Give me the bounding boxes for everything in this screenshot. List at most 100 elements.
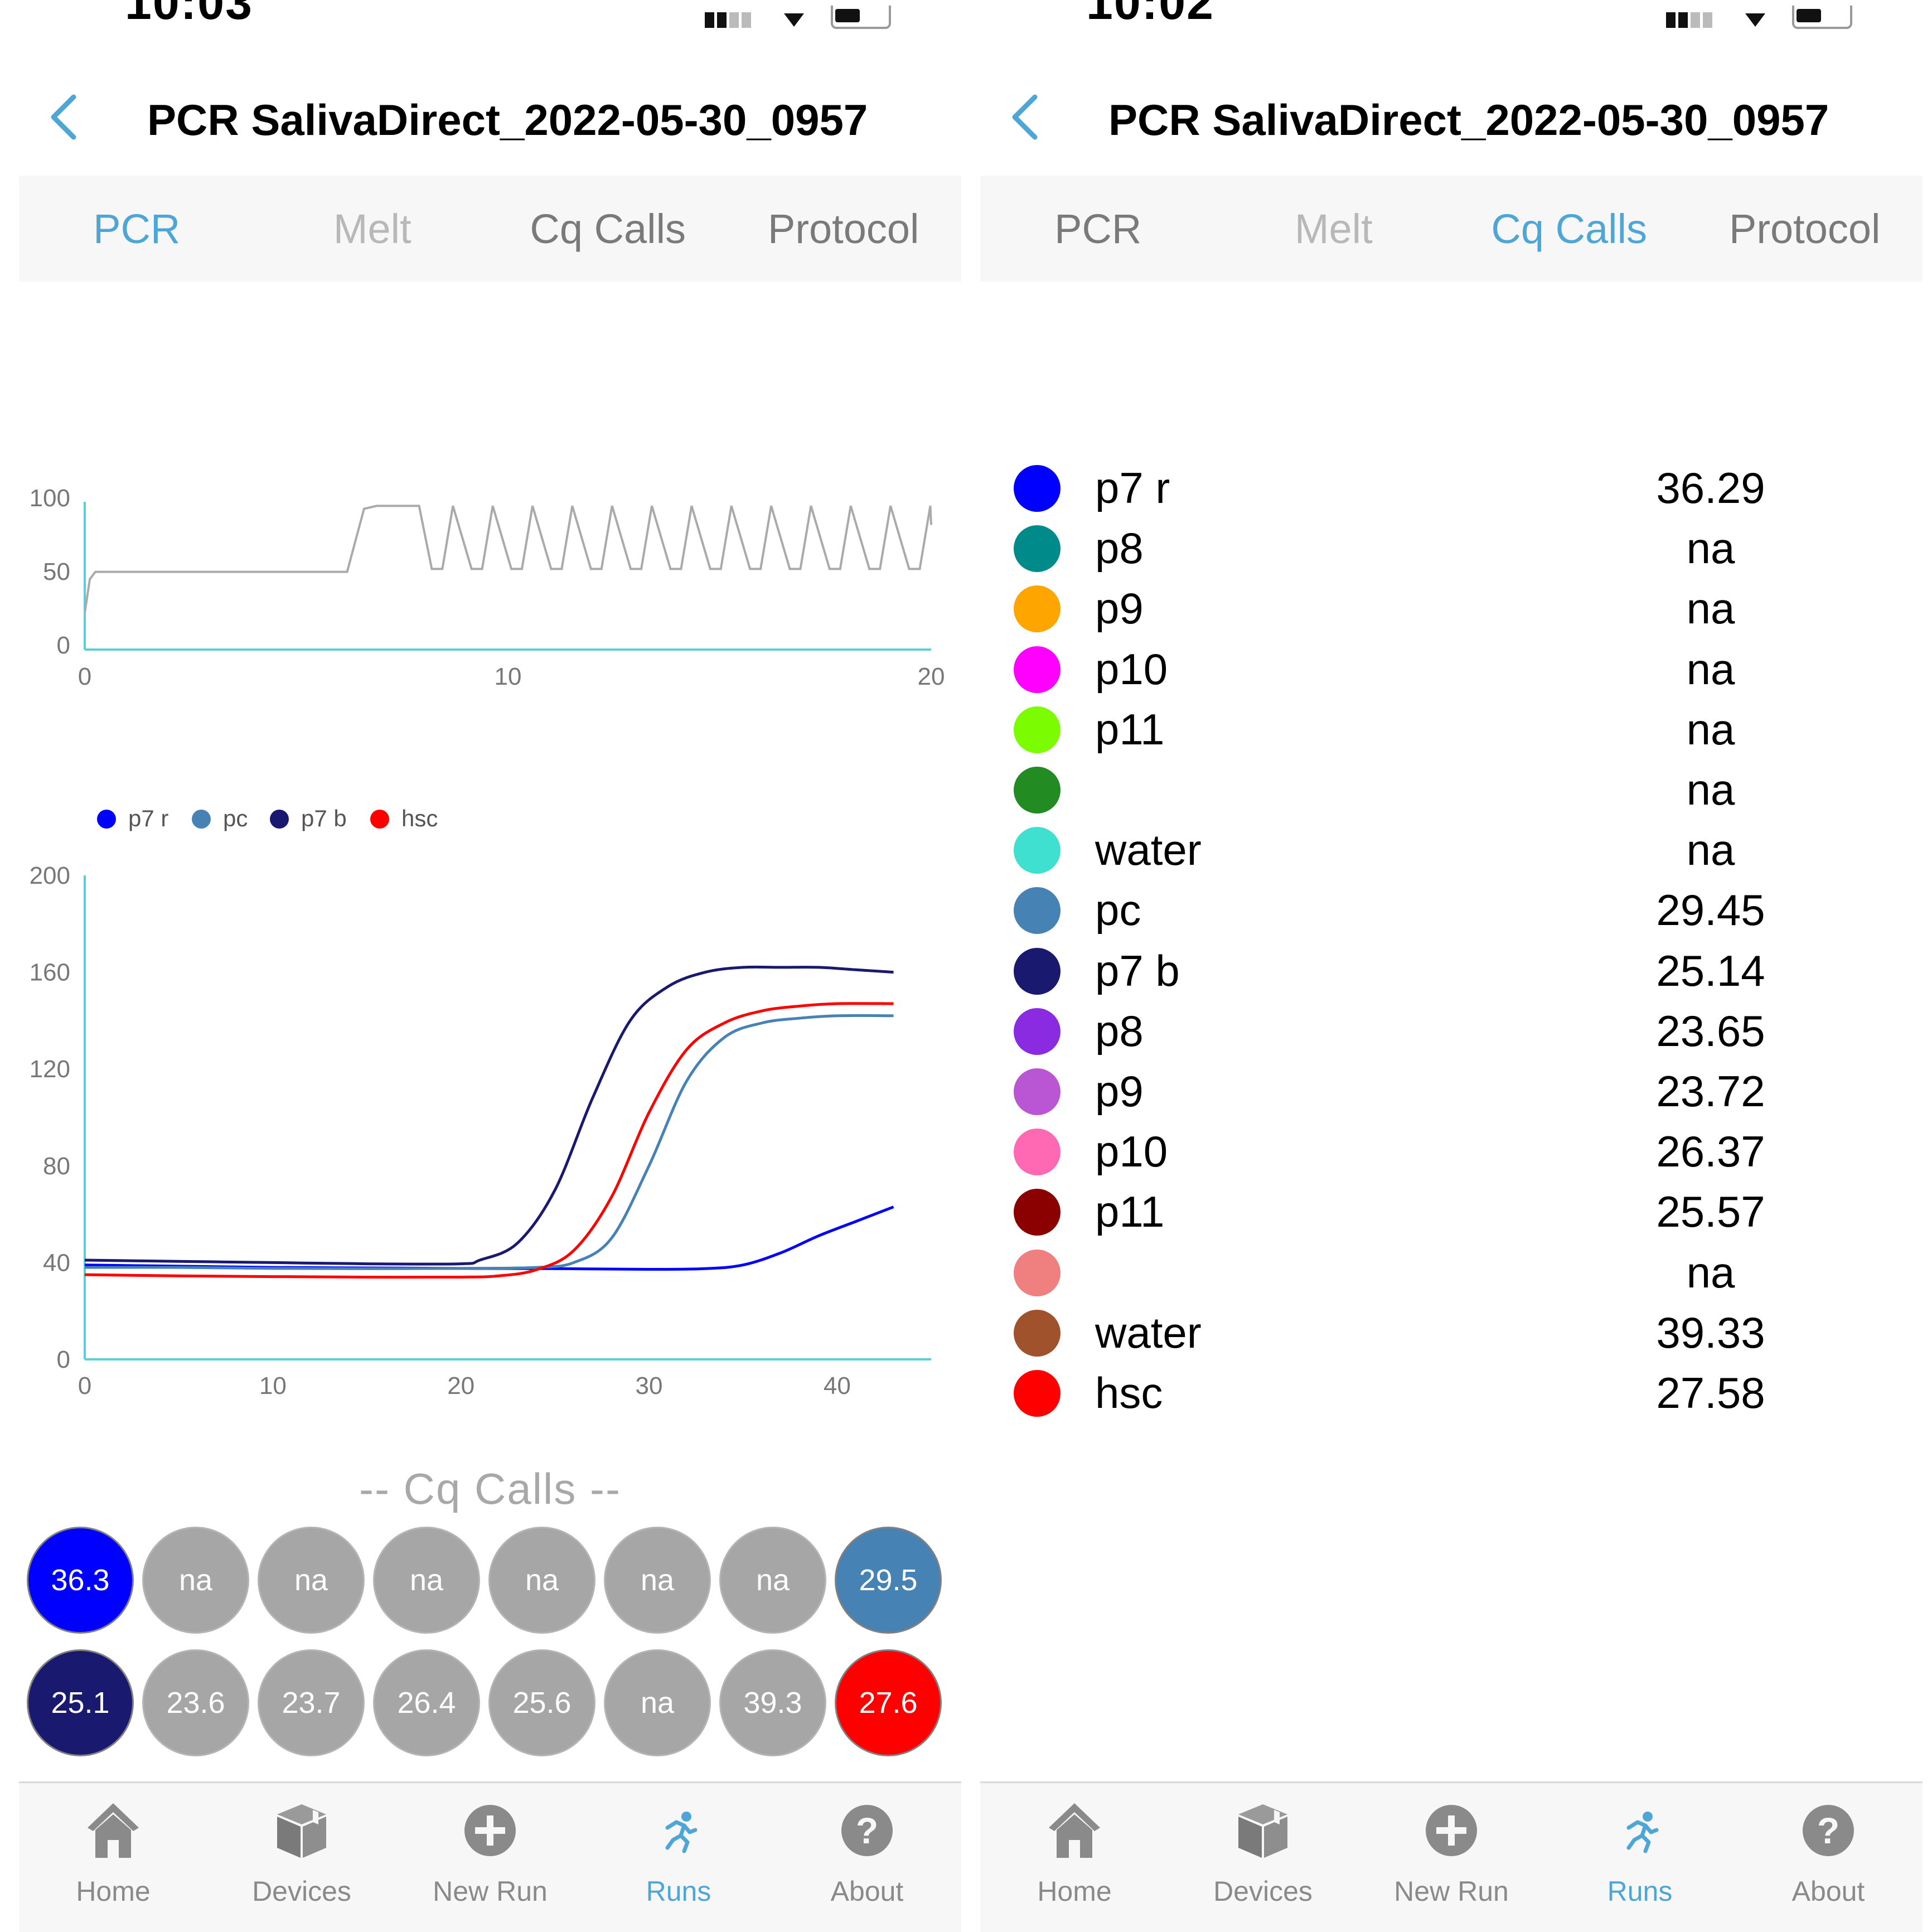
tab-melt[interactable]: Melt (1294, 205, 1373, 252)
cq-value: 23.65 (1656, 1006, 1765, 1055)
tab-label: New Run (433, 1876, 548, 1907)
bottom-tab-bar: Home Devices New Run (980, 1781, 1923, 1932)
cq-value: na (1686, 825, 1735, 875)
tab-melt[interactable]: Melt (333, 205, 411, 252)
tab-protocol[interactable]: Protocol (1729, 205, 1881, 252)
cq-value: 23.72 (1656, 1067, 1765, 1116)
cq-circle[interactable]: 23.7 (258, 1649, 365, 1756)
page-title: PCR SalivaDirect_2022-05-30_0957 (147, 95, 868, 144)
cq-circle[interactable]: na (719, 1527, 826, 1634)
list-item[interactable]: p8 na (980, 515, 1923, 575)
cq-circle[interactable]: na (604, 1649, 711, 1756)
cq-value: 27.58 (1656, 1368, 1765, 1417)
cq-circle[interactable]: 29.5 (835, 1527, 942, 1634)
status-time: 10:02 (1086, 0, 1214, 30)
sample-name: water (1095, 825, 1202, 875)
battery-icon (831, 6, 891, 29)
list-item[interactable]: water na (980, 817, 1923, 877)
list-item[interactable]: p7 r 36.29 (980, 455, 1923, 515)
list-item[interactable]: p9 na (980, 575, 1923, 636)
tab-cq-calls[interactable]: Cq Calls (1491, 205, 1648, 252)
list-item[interactable]: na (980, 1239, 1923, 1300)
runner-icon (1626, 1812, 1659, 1853)
cq-circle[interactable]: na (142, 1527, 249, 1634)
segment-tabs: PCR Melt Cq Calls Protocol (980, 176, 1923, 282)
tab-pcr[interactable]: PCR (93, 205, 181, 252)
segment-tabs: PCR Melt Cq Calls Protocol (19, 176, 961, 282)
sample-name: p8 (1095, 1006, 1144, 1055)
tab-protocol[interactable]: Protocol (768, 205, 919, 252)
sample-color-dot (1014, 1008, 1061, 1055)
tab-about[interactable]: ? About (1734, 1783, 1923, 1932)
list-item[interactable]: na (980, 757, 1923, 817)
back-chevron-icon[interactable] (1000, 90, 1054, 144)
cq-value: 25.57 (1656, 1187, 1765, 1237)
cq-circle[interactable]: 25.6 (488, 1649, 595, 1756)
sample-color-dot (1014, 947, 1061, 995)
sample-color-dot (1014, 585, 1061, 633)
list-item[interactable]: p8 23.65 (980, 998, 1923, 1058)
tab-new-run[interactable]: New Run (1357, 1783, 1546, 1932)
cq-circle[interactable]: 26.4 (373, 1649, 480, 1756)
back-chevron-icon[interactable] (39, 90, 93, 144)
cq-circle[interactable]: 25.1 (27, 1649, 134, 1756)
list-item[interactable]: p11 na (980, 696, 1923, 757)
amp-x-tick: 0 (78, 1372, 91, 1400)
home-icon (1049, 1803, 1100, 1858)
cq-circle[interactable]: na (373, 1527, 480, 1634)
wifi-icon (784, 13, 804, 27)
cq-calls-heading: -- Cq Calls -- (359, 1464, 621, 1513)
tab-devices[interactable]: Devices (1169, 1783, 1357, 1932)
cq-circle[interactable]: 23.6 (142, 1649, 249, 1756)
list-item[interactable]: p11 25.57 (980, 1179, 1923, 1239)
tab-new-run[interactable]: New Run (396, 1783, 584, 1932)
temp-x-tick: 20 (918, 663, 945, 690)
list-item[interactable]: p9 23.72 (980, 1058, 1923, 1118)
chart-legend: p7 r pc p7 b hsc (97, 803, 599, 836)
nav-header: PCR SalivaDirect_2022-05-30_0957 (19, 84, 961, 151)
tab-pcr[interactable]: PCR (1054, 205, 1142, 252)
pcr-screen: 10:03 PCR SalivaDirect_2022-05-30_0957 P… (19, 0, 961, 1932)
tab-runs[interactable]: Runs (584, 1783, 773, 1932)
tab-runs[interactable]: Runs (1546, 1783, 1734, 1932)
amp-y-tick: 200 (30, 862, 70, 889)
list-item[interactable]: p7 b 25.14 (980, 938, 1923, 998)
amp-x-ticks: 0 10 20 30 40 (78, 1372, 851, 1400)
cq-circle[interactable]: 39.3 (719, 1649, 826, 1756)
tab-home[interactable]: Home (19, 1783, 207, 1932)
series-line-p7-b (84, 965, 894, 1266)
cq-circle[interactable]: na (258, 1527, 365, 1634)
list-item[interactable]: pc 29.45 (980, 877, 1923, 937)
tab-label: Runs (646, 1876, 711, 1907)
question-circle-icon: ? (841, 1805, 893, 1856)
cq-circle[interactable]: 27.6 (835, 1649, 942, 1756)
tab-about[interactable]: ? About (773, 1783, 961, 1932)
sample-color-dot (1014, 465, 1061, 512)
cq-circle[interactable]: na (488, 1527, 595, 1634)
cq-value: na (1686, 704, 1735, 754)
temp-y-tick: 0 (57, 632, 70, 659)
tab-home[interactable]: Home (980, 1783, 1169, 1932)
amp-y-tick: 80 (43, 1153, 70, 1180)
list-item[interactable]: p10 na (980, 636, 1923, 696)
sample-name: p9 (1095, 584, 1144, 633)
sample-color-dot (1014, 1249, 1061, 1296)
list-item[interactable]: water 39.33 (980, 1300, 1923, 1360)
tab-cq-calls[interactable]: Cq Calls (530, 205, 686, 252)
amp-x-tick: 20 (447, 1372, 474, 1400)
tab-devices[interactable]: Devices (207, 1783, 396, 1932)
tab-label: Devices (1213, 1876, 1313, 1907)
list-item[interactable]: p10 26.37 (980, 1118, 1923, 1179)
question-circle-icon: ? (1803, 1805, 1854, 1856)
temperature-chart: 100 50 0 0 10 20 (30, 485, 945, 690)
amp-x-tick: 40 (824, 1372, 851, 1400)
runner-icon (665, 1812, 698, 1853)
sample-color-dot (1014, 1189, 1061, 1236)
plus-circle-icon (464, 1805, 516, 1856)
sample-color-dot (1014, 646, 1061, 693)
cq-value: na (1686, 644, 1735, 694)
cq-circle[interactable]: na (604, 1527, 711, 1634)
cq-circle[interactable]: 36.3 (27, 1527, 134, 1634)
list-item[interactable]: hsc 27.58 (980, 1360, 1923, 1420)
tab-label: Devices (252, 1876, 351, 1907)
